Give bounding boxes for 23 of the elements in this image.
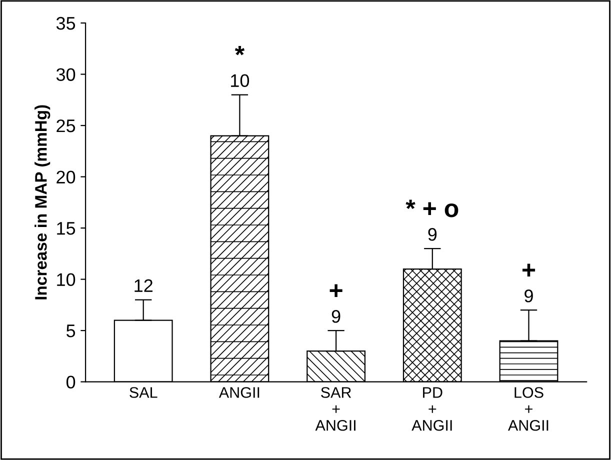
annotation: 9 [332, 310, 340, 323]
annotation: * + o [406, 200, 458, 218]
annotation: 12 [134, 279, 152, 292]
y-axis-title: Increase in MAP (mmHg) [34, 105, 50, 300]
x-tick-label: SAL [130, 387, 158, 398]
annotation: + [330, 284, 342, 297]
y-tick-label: 10 [57, 273, 76, 286]
y-tick-label: 0 [66, 376, 76, 389]
annotation: 9 [524, 290, 533, 302]
annotation: 10 [231, 74, 250, 88]
y-tick-label: 35 [56, 16, 76, 30]
y-tick-label: 20 [56, 170, 76, 184]
y-tick-label: 25 [56, 119, 76, 132]
y-tick-label: 30 [56, 68, 76, 81]
x-tick-label: SAR + ANGII [315, 387, 356, 431]
x-tick-label: LOS + ANGII [508, 387, 548, 431]
y-tick-label: 5 [66, 324, 76, 338]
x-tick-label: PD + ANGII [412, 387, 452, 431]
y-tick-label: 15 [57, 222, 76, 235]
annotation: + [522, 264, 536, 276]
x-tick-label: ANGII [218, 387, 260, 398]
annotation: * [234, 46, 245, 56]
annotation: 9 [428, 228, 437, 241]
